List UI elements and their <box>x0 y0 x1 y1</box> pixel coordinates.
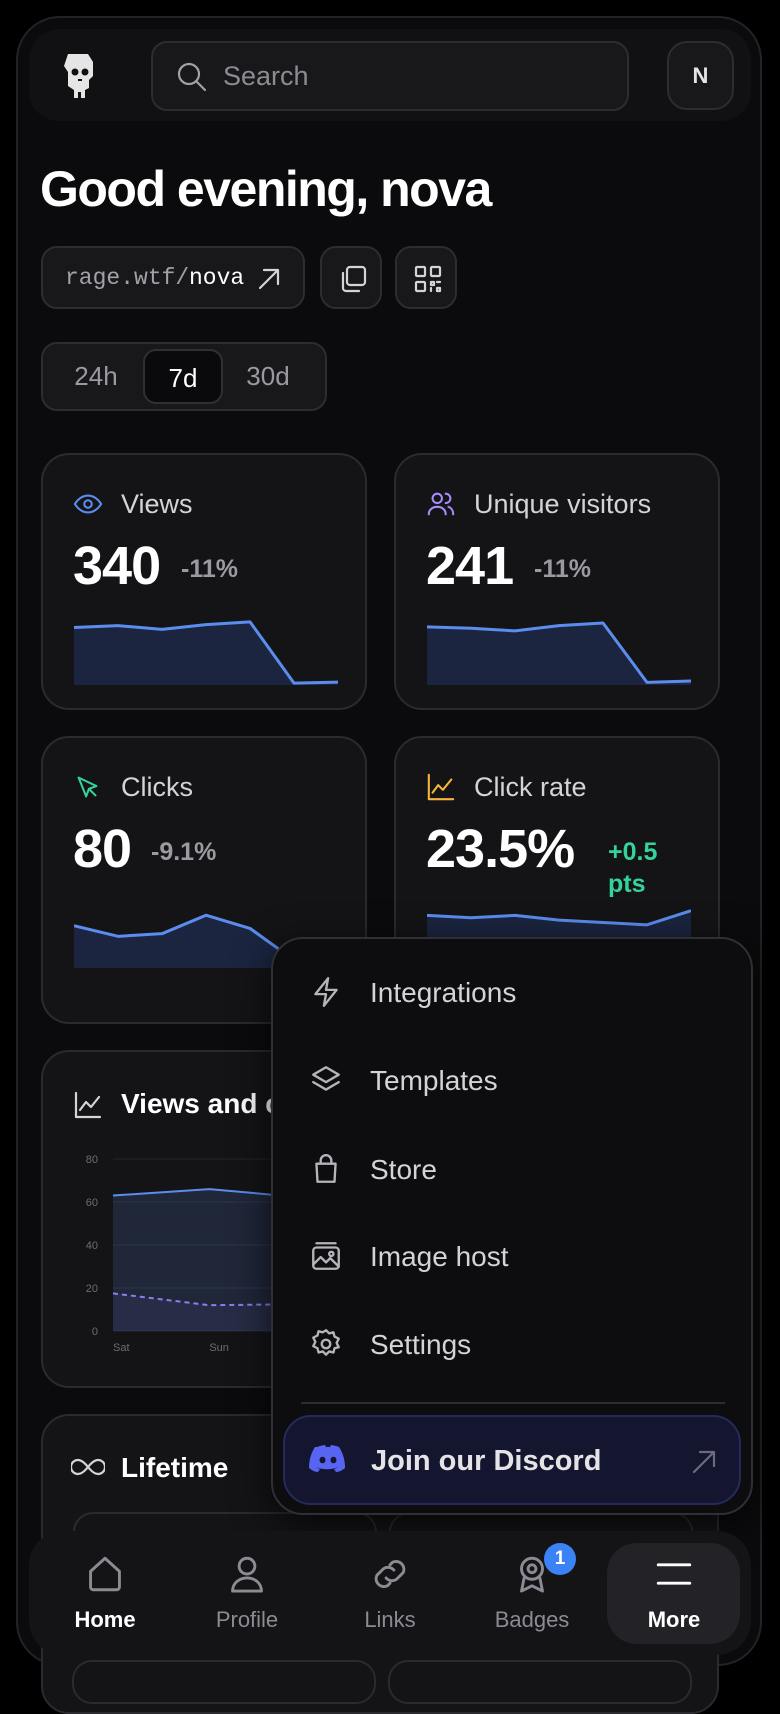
menu-icon <box>314 977 338 1007</box>
greeting: Good evening, nova <box>40 161 492 217</box>
nav-icon <box>89 1556 121 1592</box>
stat-change: +0.5 pts <box>608 838 658 898</box>
nav-icon <box>520 1556 544 1593</box>
chart-icon <box>74 1091 102 1119</box>
nav-label: Profile <box>215 1607 279 1632</box>
menu-item[interactable]: Store <box>273 1132 755 1212</box>
x-tick-label: Sun <box>209 1342 229 1354</box>
period-switch: 24h 7d 30d <box>41 342 327 411</box>
sparkline <box>74 620 338 685</box>
y-tick-label: 80 <box>86 1154 98 1166</box>
y-tick-label: 60 <box>86 1197 98 1209</box>
nav-icon <box>231 1556 263 1593</box>
search-box[interactable]: Search <box>151 41 629 111</box>
stat-icon <box>427 773 455 801</box>
stat-label: Unique visitors <box>474 489 652 519</box>
stat-change: -11% <box>181 555 238 583</box>
discord-icon <box>309 1445 345 1472</box>
stat-icon <box>427 492 455 516</box>
logo <box>64 54 93 98</box>
external-icon <box>258 268 280 290</box>
spark-area <box>427 622 691 685</box>
external-icon <box>692 1450 716 1474</box>
copy-icon <box>341 265 367 293</box>
tile-edge <box>388 1660 692 1704</box>
period-active[interactable]: 7d <box>143 349 223 404</box>
y-tick-label: 0 <box>92 1326 98 1338</box>
stat-change: -11% <box>534 555 591 583</box>
search-icon <box>177 62 207 92</box>
stat-label: Clicks <box>121 772 193 802</box>
stat-value: 23.5% <box>426 819 575 879</box>
menu-item[interactable]: Image host <box>273 1219 755 1299</box>
profile-link[interactable]: rage.wtf/ nova <box>41 246 305 309</box>
menu-icon <box>312 1242 340 1270</box>
discord-button[interactable]: Join our Discord <box>283 1415 741 1505</box>
active-tab-bg <box>607 1543 740 1644</box>
spark-area <box>74 621 338 685</box>
sparkline <box>427 621 691 685</box>
more-menu: Join our Discord Integrations Templates St… <box>271 937 753 1515</box>
tile-edge <box>72 1660 376 1704</box>
nav-item[interactable]: More <box>604 1531 744 1655</box>
nav-icon <box>656 1563 692 1585</box>
qr-icon <box>414 265 442 293</box>
nav-label: Home <box>74 1607 136 1632</box>
discord-label: Join our Discord <box>371 1445 602 1477</box>
nav-item[interactable]: Badges 1 <box>462 1531 602 1655</box>
menu-item[interactable]: Integrations <box>273 955 755 1035</box>
menu-label: Settings <box>370 1329 472 1360</box>
stat-card: Unique visitors 241 -11% <box>394 453 720 710</box>
stat-value: 80 <box>73 819 132 879</box>
divider <box>301 1402 725 1404</box>
stat-label: Views <box>121 489 193 519</box>
menu-icon <box>312 1066 340 1091</box>
stat-icon <box>73 494 103 514</box>
infinity-icon <box>71 1458 105 1476</box>
lifetime-title: Lifetime <box>121 1452 229 1483</box>
stat-value: 241 <box>426 536 514 596</box>
copy-button[interactable] <box>320 246 382 309</box>
nav-item[interactable]: Home <box>35 1531 175 1655</box>
y-tick-label: 20 <box>86 1283 98 1295</box>
nav-item[interactable]: Profile <box>177 1531 317 1655</box>
spark-line <box>427 621 691 684</box>
menu-label: Store <box>370 1154 437 1185</box>
stat-change: -9.1% <box>151 838 217 866</box>
nav-item[interactable]: Links <box>320 1531 460 1655</box>
stat-label: Click rate <box>474 772 587 802</box>
menu-icon <box>315 1154 337 1183</box>
qr-button[interactable] <box>395 246 457 309</box>
y-tick-label: 40 <box>86 1240 98 1252</box>
stat-icon <box>77 776 98 798</box>
menu-item[interactable]: Templates <box>273 1043 755 1123</box>
spark-line <box>74 620 338 685</box>
search-placeholder: Search <box>223 61 309 91</box>
spark-line <box>427 909 691 927</box>
badge-count: 1 <box>544 1543 576 1575</box>
nav-label: Badges <box>494 1607 570 1632</box>
menu-label: Integrations <box>370 977 517 1008</box>
menu-icon <box>312 1329 340 1356</box>
avatar[interactable]: N <box>667 41 734 110</box>
link-prefix: rage.wtf/ <box>65 265 190 291</box>
nav-label: Links <box>364 1607 416 1632</box>
nav-icon <box>374 1560 406 1588</box>
menu-label: Templates <box>370 1065 498 1096</box>
bottom-nav: Home Profile Links Badges 1 More <box>29 1531 751 1655</box>
link-name: nova <box>189 265 245 291</box>
stat-value: 340 <box>73 536 161 596</box>
menu-label: Image host <box>370 1241 509 1272</box>
period-option[interactable]: 24h <box>74 361 118 391</box>
stat-card: Views 340 -11% <box>41 453 367 710</box>
period-option[interactable]: 30d <box>246 361 290 391</box>
x-tick-label: Sat <box>113 1342 130 1354</box>
menu-item[interactable]: Settings <box>273 1307 755 1387</box>
spark-area <box>74 915 338 968</box>
nav-label: More <box>647 1607 701 1632</box>
